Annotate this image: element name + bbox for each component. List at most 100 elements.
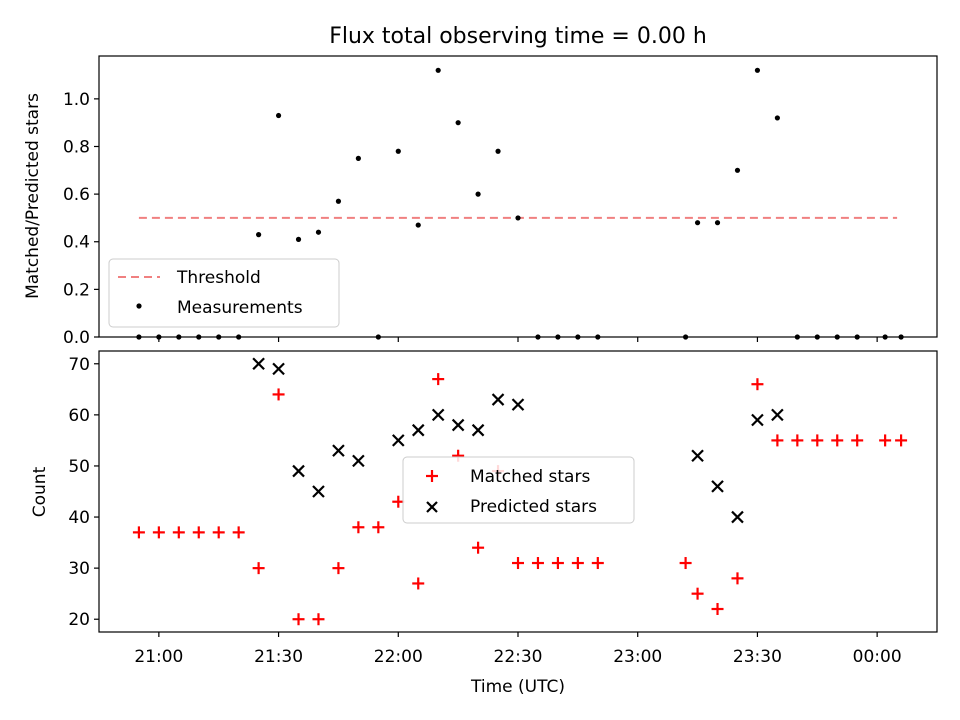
top-panel: Matched/Predicted stars 0.0 0.2 0.4 0.6 0.8 1… bbox=[23, 55, 938, 348]
predicted-star-point bbox=[691, 449, 704, 463]
predicted-star-point bbox=[731, 510, 744, 524]
predicted-star-point bbox=[451, 418, 465, 432]
matched-star-point bbox=[432, 373, 445, 386]
predicted-star-point bbox=[312, 485, 325, 498]
top-y-ticks: 0.0 0.2 0.4 0.6 0.8 1.0 bbox=[63, 90, 99, 348]
matched-star-point bbox=[551, 557, 564, 570]
matched-star-point bbox=[811, 434, 824, 447]
top-legend: Threshold Measurements bbox=[108, 258, 340, 328]
y-tick-label: 50 bbox=[68, 457, 90, 477]
y-tick-label: 70 bbox=[68, 355, 90, 375]
legend-predicted-label: Predicted stars bbox=[470, 497, 597, 517]
matched-star-point bbox=[571, 557, 584, 570]
measurement-point bbox=[256, 232, 262, 238]
predicted-star-point bbox=[751, 413, 764, 427]
predicted-star-point bbox=[471, 423, 485, 437]
measurement-point bbox=[734, 167, 741, 173]
bottom-y-axis-label: Count bbox=[30, 466, 50, 517]
measurement-point bbox=[435, 67, 441, 73]
bottom-legend: Matched stars Predicted stars bbox=[402, 456, 635, 524]
matched-star-point bbox=[512, 557, 524, 570]
bottom-y-ticks: 20 30 40 50 60 70 bbox=[68, 355, 99, 630]
matched-star-point bbox=[332, 562, 345, 575]
x-tick-label: 21:30 bbox=[254, 647, 303, 667]
matched-star-point bbox=[352, 521, 365, 534]
matched-star-point bbox=[851, 434, 864, 447]
legend-measurements-swatch bbox=[136, 303, 142, 309]
matched-star-point bbox=[831, 434, 844, 447]
matched-star-point bbox=[591, 557, 604, 570]
bottom-axes-frame bbox=[98, 350, 938, 633]
measurement-point bbox=[415, 222, 421, 228]
top-legend-box bbox=[108, 258, 340, 328]
legend-matched-label: Matched stars bbox=[470, 467, 590, 487]
matched-star-point bbox=[771, 434, 784, 447]
measurement-point bbox=[355, 155, 361, 161]
y-tick-label: 60 bbox=[68, 406, 90, 426]
matched-star-point bbox=[292, 613, 305, 626]
predicted-star-point bbox=[411, 423, 425, 437]
matched-star-point bbox=[372, 521, 385, 534]
matched-star-point bbox=[312, 613, 325, 626]
matched-star-point bbox=[232, 526, 245, 539]
bottom-legend-box bbox=[402, 456, 635, 524]
matched-star-point bbox=[895, 434, 908, 447]
matched-star-point bbox=[691, 587, 704, 600]
matched-star-point bbox=[791, 434, 804, 447]
measurement-point bbox=[694, 220, 701, 226]
matched-star-point bbox=[412, 577, 425, 590]
measurement-point bbox=[475, 191, 481, 197]
legend-measurements-label: Measurements bbox=[177, 298, 303, 318]
matched-star-point bbox=[132, 526, 145, 539]
x-axis-label: Time (UTC) bbox=[470, 677, 565, 697]
predicted-star-point bbox=[352, 454, 365, 468]
count-points bbox=[132, 357, 908, 626]
measurement-point bbox=[335, 198, 342, 204]
measurement-point bbox=[315, 229, 322, 235]
matched-star-point bbox=[392, 495, 405, 508]
predicted-star-point bbox=[771, 408, 784, 422]
matched-star-point bbox=[711, 603, 724, 616]
x-tick-label: 22:30 bbox=[494, 647, 543, 667]
x-tick-label: 23:30 bbox=[733, 647, 782, 667]
measurement-point bbox=[714, 220, 721, 226]
y-tick-label: 0.6 bbox=[63, 185, 90, 205]
matched-star-point bbox=[531, 557, 544, 570]
x-tick-label: 22:00 bbox=[374, 647, 423, 667]
matched-star-point bbox=[172, 526, 185, 539]
predicted-star-point bbox=[252, 357, 265, 371]
measurement-point bbox=[455, 120, 461, 126]
measurement-point bbox=[495, 148, 501, 154]
matched-star-point bbox=[751, 378, 764, 391]
measurement-point bbox=[774, 115, 780, 121]
measurement-point bbox=[395, 148, 401, 154]
measurement-point bbox=[275, 112, 282, 119]
y-tick-label: 0.4 bbox=[63, 233, 90, 253]
y-tick-label: 20 bbox=[68, 610, 90, 630]
matched-star-point bbox=[272, 388, 285, 401]
y-tick-label: 1.0 bbox=[63, 90, 90, 110]
x-tick-label: 00:00 bbox=[853, 647, 902, 667]
predicted-star-point bbox=[292, 464, 305, 478]
top-axes-frame bbox=[98, 55, 938, 338]
legend-predicted-swatch bbox=[426, 501, 438, 513]
predicted-star-point bbox=[392, 434, 405, 447]
matched-star-point bbox=[192, 526, 205, 539]
y-tick-label: 0.8 bbox=[63, 137, 90, 157]
matched-star-point bbox=[879, 434, 892, 447]
matched-star-point bbox=[152, 526, 165, 539]
predicted-star-point bbox=[332, 444, 345, 457]
measurements-points bbox=[136, 67, 904, 340]
y-tick-label: 0.2 bbox=[63, 280, 90, 300]
legend-matched-swatch bbox=[426, 470, 438, 482]
measurement-point bbox=[295, 236, 302, 242]
predicted-star-point bbox=[511, 398, 525, 411]
matched-star-point bbox=[679, 557, 692, 570]
matched-star-point bbox=[472, 541, 485, 554]
matched-star-point bbox=[731, 572, 744, 585]
legend-threshold-label: Threshold bbox=[176, 268, 261, 288]
y-tick-label: 40 bbox=[68, 508, 90, 528]
predicted-star-point bbox=[431, 408, 445, 422]
